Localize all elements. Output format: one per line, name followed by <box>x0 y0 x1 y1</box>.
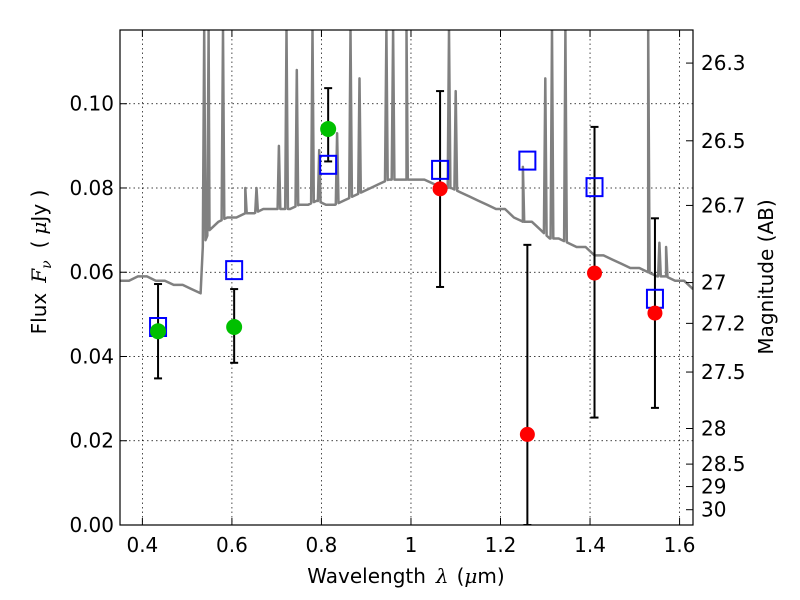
x-axis-label-unit-close: m) <box>477 564 504 588</box>
model-photometry-marker <box>225 260 244 281</box>
x-tick-label: 1.2 <box>485 533 517 557</box>
magnitude-tick-label: 26.3 <box>701 51 746 75</box>
y-axis-label-mu: μ <box>27 222 51 235</box>
y-axis-label-unit-open: ( <box>27 241 51 249</box>
detection-marker <box>320 121 337 137</box>
y-tick-label: 0.10 <box>69 92 114 116</box>
magnitude-tick-label: 28.5 <box>701 452 746 476</box>
measurement-marker <box>432 181 448 197</box>
x-tick-label: 0.6 <box>216 533 248 557</box>
x-axis-label-symbol: λ <box>435 564 449 588</box>
detection-marker <box>150 323 167 340</box>
x-axis-label-unit-open: ( <box>457 564 465 588</box>
magnitude-tick-label: 27.2 <box>701 311 746 335</box>
y-tick-label: 0.00 <box>69 513 114 537</box>
measurement-marker <box>647 305 663 321</box>
model-photometry-marker <box>319 154 338 175</box>
magnitude-tick-label: 27 <box>701 271 726 295</box>
detection-marker <box>226 319 243 335</box>
x-tick-label: 0.8 <box>306 533 338 557</box>
magnitude-tick-label: 27.5 <box>701 360 746 384</box>
magnitude-tick-label: 26.5 <box>701 129 746 153</box>
magnitude-tick-label: 26.7 <box>701 193 746 217</box>
plot-frame <box>119 29 694 526</box>
magnitude-tick-label: 29 <box>701 475 726 499</box>
y-axis-label-subscript: ν <box>39 260 55 269</box>
axis-ticks: 0.4 0.6 0.8 1 1.2 1.4 1.6 0.00 0.02 0.04 0.06 0.08 0… <box>69 30 746 557</box>
x-axis-label-text: Wavelength <box>307 564 426 588</box>
x-tick-label: 0.4 <box>126 533 158 557</box>
y-axis-label-symbol: F <box>27 268 51 284</box>
y-tick-label: 0.06 <box>69 260 114 284</box>
model-photometry-marker <box>518 150 537 171</box>
x-axis-label: Wavelength λ (μm) <box>307 564 504 588</box>
model-spectrum-line <box>120 30 693 295</box>
plot-area <box>120 30 693 525</box>
y-tick-label: 0.04 <box>69 344 114 368</box>
x-tick-label: 1.6 <box>664 533 696 557</box>
magnitude-tick-label: 30 <box>701 498 726 522</box>
y-axis-label-text: Flux <box>27 293 51 335</box>
model-photometry-marker <box>585 177 604 198</box>
measurement-marker <box>519 426 535 442</box>
model-photometry-marker <box>431 159 450 180</box>
x-axis-label-mu: μ <box>464 564 477 588</box>
magnitude-tick-label: 28 <box>701 416 726 440</box>
y-tick-label: 0.08 <box>69 176 114 200</box>
x-tick-label: 1.4 <box>574 533 606 557</box>
y-tick-label: 0.02 <box>69 429 114 453</box>
y-axis-label-unit-close: Jy ) <box>27 190 51 224</box>
x-tick-label: 1 <box>405 533 418 557</box>
measurement-marker <box>587 265 603 281</box>
y-axis-label: Flux Fν ( μJy ) <box>27 190 55 335</box>
magnitude-axis-label: Magnitude (AB) <box>754 199 778 354</box>
